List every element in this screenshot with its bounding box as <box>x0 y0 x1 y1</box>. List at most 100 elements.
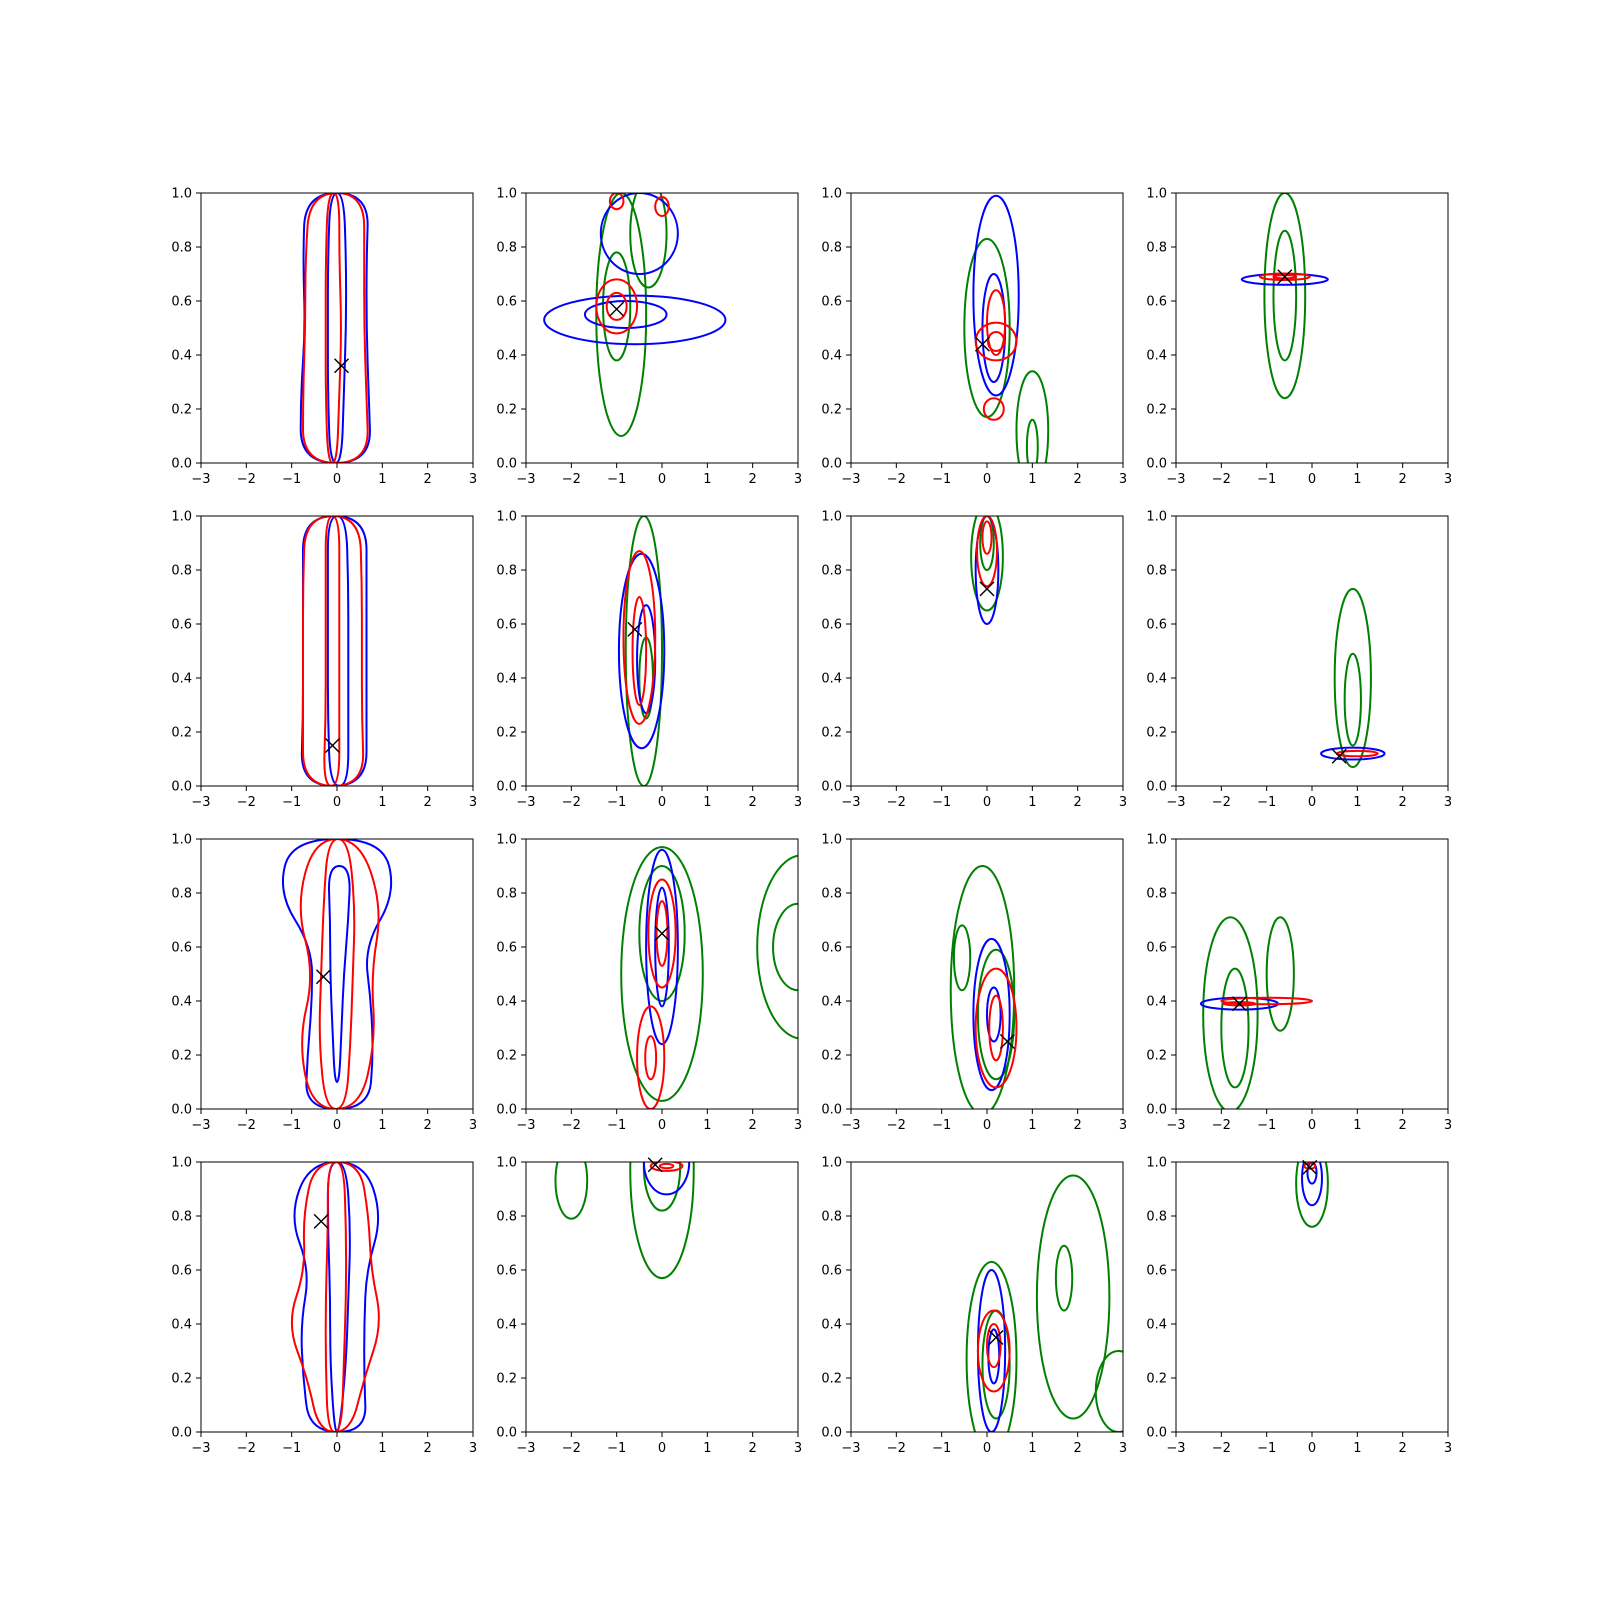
y-axis: 0.0 0.2 0.4 0.6 0.8 1.0 <box>171 510 201 795</box>
x-tick-label: −3 <box>1166 1441 1185 1456</box>
y-tick-label: 0.6 <box>1146 1264 1167 1279</box>
x-axis: −3 −2 −1 0 1 2 3 <box>516 786 802 810</box>
subplot-4-4: −3 −2 −1 0 1 2 3 0.0 0.2 0.4 0.6 0.8 1.0 <box>1146 1156 1452 1457</box>
plot-area <box>281 839 393 1109</box>
x-axis: −3 −2 −1 0 1 2 3 <box>191 786 477 810</box>
x-tick-label: 2 <box>424 1118 432 1133</box>
y-tick-label: 0.4 <box>496 349 517 364</box>
blue-contour-2 <box>974 516 1000 625</box>
y-tick-label: 0.4 <box>496 1318 517 1333</box>
x-tick-label: 1 <box>1028 1441 1036 1456</box>
red-contour-3 <box>318 839 356 1109</box>
y-tick-label: 0.4 <box>171 1318 192 1333</box>
red-contour-5 <box>631 596 648 706</box>
x-marker <box>999 1034 1015 1049</box>
x-tick-label: −1 <box>282 1118 301 1133</box>
y-axis: 0.0 0.2 0.4 0.6 0.8 1.0 <box>171 833 201 1118</box>
subplot-3-3: −3 −2 −1 0 1 2 3 0.0 0.2 0.4 0.6 0.8 1.0 <box>821 833 1127 1134</box>
y-tick-label: 0.6 <box>171 941 192 956</box>
y-tick-label: 1.0 <box>1146 833 1167 848</box>
blue-contour-1 <box>326 516 350 786</box>
blue-contour-1 <box>327 865 351 1083</box>
y-tick-label: 0.2 <box>1146 403 1167 418</box>
x-tick-label: 2 <box>749 472 757 487</box>
red-contour-3 <box>1258 272 1311 281</box>
x-axis: −3 −2 −1 0 1 2 3 <box>516 1432 802 1456</box>
x-tick-label: 3 <box>794 1441 802 1456</box>
x-tick-label: 3 <box>794 795 802 810</box>
red-contour-9 <box>654 196 670 217</box>
subplot-4-2: −3 −2 −1 0 1 2 3 0.0 0.2 0.4 0.6 0.8 1.0 <box>496 1156 802 1457</box>
y-tick-label: 0.8 <box>171 564 192 579</box>
x-tick-label: 0 <box>1308 1441 1316 1456</box>
x-tick-label: −1 <box>607 795 626 810</box>
x-tick-label: 2 <box>1399 472 1407 487</box>
x-tick-label: −1 <box>1257 1441 1276 1456</box>
green-contour-0 <box>949 865 1016 1109</box>
y-tick-label: 1.0 <box>1146 510 1167 525</box>
blue-contour-5 <box>654 886 670 1008</box>
x-axis: −3 −2 −1 0 1 2 3 <box>516 463 802 487</box>
x-tick-label: −2 <box>1212 795 1231 810</box>
blue-contour-4 <box>645 848 679 1046</box>
x-tick-label: 3 <box>469 795 477 810</box>
blue-contour-4 <box>986 986 1002 1043</box>
y-tick-label: 0.2 <box>171 1049 192 1064</box>
x-marker <box>979 581 995 597</box>
red-contour-4 <box>1220 996 1313 1006</box>
y-tick-label: 0.2 <box>171 1372 192 1387</box>
y-tick-label: 1.0 <box>496 1156 517 1171</box>
y-axis: 0.0 0.2 0.4 0.6 0.8 1.0 <box>1146 1156 1176 1441</box>
green-contour-0 <box>1333 587 1372 769</box>
plot-area <box>965 1174 1123 1432</box>
y-tick-label: 0.6 <box>1146 295 1167 310</box>
x-tick-label: −2 <box>887 795 906 810</box>
green-contour-1 <box>979 516 995 571</box>
y-axis: 0.0 0.2 0.4 0.6 0.8 1.0 <box>1146 510 1176 795</box>
x-tick-label: 1 <box>703 1441 711 1456</box>
x-tick-label: 0 <box>333 1118 341 1133</box>
y-tick-label: 0.6 <box>171 1264 192 1279</box>
green-contour-1 <box>1272 229 1298 362</box>
subplot-1-3: −3 −2 −1 0 1 2 3 0.0 0.2 0.4 0.6 0.8 1.0 <box>821 187 1127 488</box>
red-contour-7 <box>986 289 1007 357</box>
x-tick-label: 1 <box>1353 1118 1361 1133</box>
x-tick-label: 1 <box>378 795 386 810</box>
y-tick-label: 0.2 <box>496 1049 517 1064</box>
y-tick-label: 0.2 <box>821 726 842 741</box>
x-tick-label: −2 <box>237 472 256 487</box>
x-tick-label: −1 <box>1257 472 1276 487</box>
x-tick-label: 3 <box>1119 472 1127 487</box>
green-contour-0 <box>1263 193 1307 400</box>
plot-area <box>949 865 1018 1109</box>
y-tick-label: 0.0 <box>496 1103 517 1118</box>
x-tick-label: −2 <box>562 472 581 487</box>
y-tick-label: 0.2 <box>821 1049 842 1064</box>
red-contour-6 <box>988 994 1004 1062</box>
subplot-3-2: −3 −2 −1 0 1 2 3 0.0 0.2 0.4 0.6 0.8 1.0 <box>496 833 802 1134</box>
subplot-1-2: −3 −2 −1 0 1 2 3 0.0 0.2 0.4 0.6 0.8 1.0 <box>496 187 802 488</box>
x-tick-label: −3 <box>191 1118 210 1133</box>
x-tick-label: −1 <box>282 1441 301 1456</box>
y-tick-label: 0.8 <box>821 887 842 902</box>
x-tick-label: −2 <box>887 1441 906 1456</box>
x-tick-label: 2 <box>1074 1441 1082 1456</box>
y-tick-label: 0.4 <box>171 995 192 1010</box>
blue-contour-3 <box>972 194 1020 397</box>
x-tick-label: 2 <box>424 472 432 487</box>
y-tick-label: 1.0 <box>821 187 842 202</box>
y-tick-label: 0.6 <box>821 295 842 310</box>
x-tick-label: 0 <box>658 472 666 487</box>
x-tick-label: −1 <box>932 795 951 810</box>
y-tick-label: 0.0 <box>171 457 192 472</box>
green-contour-1 <box>1343 652 1362 747</box>
x-tick-label: 0 <box>658 1441 666 1456</box>
y-axis: 0.0 0.2 0.4 0.6 0.8 1.0 <box>496 833 526 1118</box>
subplot-2-1: −3 −2 −1 0 1 2 3 0.0 0.2 0.4 0.6 0.8 1.0 <box>171 510 477 811</box>
x-tick-label: 3 <box>1444 472 1452 487</box>
y-tick-label: 0.4 <box>821 672 842 687</box>
y-tick-label: 0.6 <box>496 941 517 956</box>
plot-area <box>300 516 368 786</box>
y-tick-label: 1.0 <box>496 510 517 525</box>
